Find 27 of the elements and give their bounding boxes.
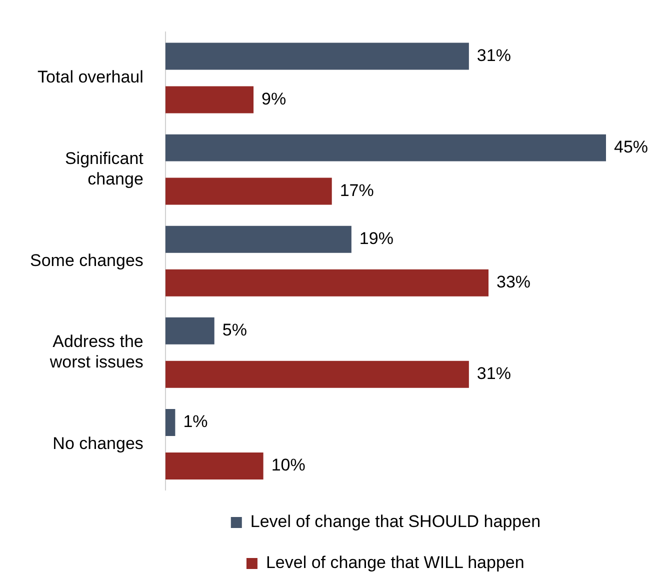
- data-label: 9%: [262, 89, 286, 108]
- data-label: 10%: [271, 456, 306, 475]
- bar: [165, 408, 176, 436]
- y-tick-label: Significant change: [64, 149, 144, 188]
- bar: [165, 86, 254, 114]
- bar: [165, 360, 469, 388]
- legend-label: Level of change that WILL happen: [266, 553, 524, 572]
- y-tick-label: Total overhaul: [38, 68, 144, 87]
- data-label: 45%: [614, 137, 648, 156]
- data-label: 17%: [340, 180, 374, 200]
- bar: [165, 42, 469, 70]
- data-label: 5%: [222, 320, 247, 340]
- data-label: 19%: [359, 229, 394, 248]
- bar: [165, 134, 606, 162]
- bar: [165, 178, 332, 205]
- y-tick-label: Some changes: [30, 250, 144, 270]
- bar: [165, 317, 214, 344]
- data-label: 33%: [496, 272, 531, 292]
- bar: [165, 269, 489, 296]
- y-tick-label: Address the worst issues: [48, 332, 144, 372]
- data-label: 31%: [476, 46, 511, 65]
- data-label: 1%: [183, 412, 208, 432]
- y-tick-label: No changes: [52, 434, 144, 453]
- bar: [165, 452, 264, 480]
- bar: [165, 226, 352, 253]
- legend-label: Level of change that SHOULD happen: [250, 512, 541, 532]
- data-label: 31%: [476, 364, 511, 384]
